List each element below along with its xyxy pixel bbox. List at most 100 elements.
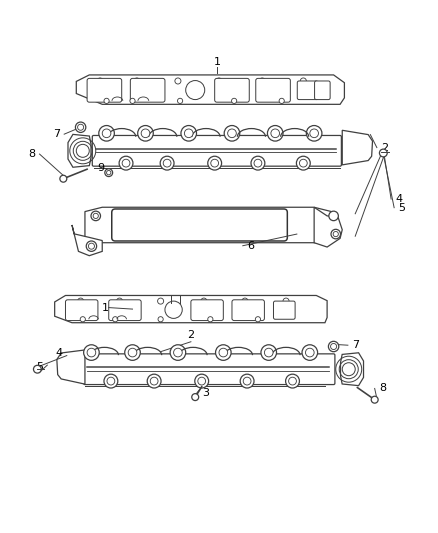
Circle shape bbox=[265, 348, 273, 357]
FancyBboxPatch shape bbox=[314, 81, 330, 100]
Circle shape bbox=[208, 317, 213, 322]
Circle shape bbox=[87, 348, 96, 357]
Circle shape bbox=[184, 129, 193, 138]
Circle shape bbox=[107, 377, 115, 385]
Circle shape bbox=[160, 156, 174, 170]
FancyBboxPatch shape bbox=[191, 300, 223, 320]
Circle shape bbox=[305, 348, 314, 357]
Circle shape bbox=[215, 345, 231, 360]
Circle shape bbox=[268, 126, 283, 141]
FancyBboxPatch shape bbox=[297, 81, 318, 100]
Circle shape bbox=[211, 159, 219, 167]
Circle shape bbox=[60, 175, 67, 182]
Circle shape bbox=[80, 317, 85, 322]
Circle shape bbox=[286, 374, 300, 388]
Text: 9: 9 bbox=[97, 163, 104, 173]
FancyBboxPatch shape bbox=[131, 78, 165, 102]
Circle shape bbox=[300, 159, 307, 167]
Circle shape bbox=[78, 298, 84, 304]
Circle shape bbox=[279, 98, 284, 103]
Circle shape bbox=[158, 317, 163, 322]
Circle shape bbox=[198, 377, 205, 385]
Circle shape bbox=[328, 341, 339, 352]
FancyBboxPatch shape bbox=[92, 135, 341, 166]
Circle shape bbox=[113, 317, 118, 322]
Circle shape bbox=[165, 301, 182, 318]
Circle shape bbox=[104, 374, 118, 388]
Circle shape bbox=[302, 345, 318, 360]
Polygon shape bbox=[340, 353, 364, 386]
Circle shape bbox=[93, 213, 99, 219]
Circle shape bbox=[86, 241, 97, 252]
Circle shape bbox=[125, 345, 140, 360]
Circle shape bbox=[134, 78, 140, 84]
Circle shape bbox=[224, 126, 240, 141]
Text: 4: 4 bbox=[396, 194, 403, 204]
Circle shape bbox=[173, 348, 182, 357]
Polygon shape bbox=[76, 75, 344, 104]
Circle shape bbox=[106, 171, 111, 175]
FancyBboxPatch shape bbox=[66, 300, 98, 320]
FancyBboxPatch shape bbox=[256, 78, 290, 102]
Circle shape bbox=[331, 343, 337, 350]
Circle shape bbox=[130, 98, 135, 103]
Circle shape bbox=[102, 129, 111, 138]
Circle shape bbox=[91, 211, 100, 221]
Circle shape bbox=[75, 122, 86, 132]
Text: 2: 2 bbox=[187, 330, 194, 340]
Polygon shape bbox=[72, 225, 102, 256]
Circle shape bbox=[283, 298, 289, 304]
FancyBboxPatch shape bbox=[109, 300, 141, 320]
Text: 5: 5 bbox=[399, 203, 406, 213]
Circle shape bbox=[259, 78, 265, 84]
Circle shape bbox=[379, 149, 387, 157]
Polygon shape bbox=[85, 207, 332, 243]
Text: 6: 6 bbox=[247, 241, 254, 251]
Circle shape bbox=[99, 126, 114, 141]
Circle shape bbox=[242, 298, 248, 304]
Circle shape bbox=[255, 317, 261, 322]
Circle shape bbox=[170, 345, 186, 360]
Circle shape bbox=[232, 98, 237, 103]
Polygon shape bbox=[57, 350, 85, 384]
Text: 2: 2 bbox=[381, 143, 389, 152]
FancyBboxPatch shape bbox=[232, 300, 265, 320]
Circle shape bbox=[195, 374, 208, 388]
Circle shape bbox=[271, 129, 279, 138]
Text: 8: 8 bbox=[379, 383, 386, 393]
Circle shape bbox=[306, 126, 322, 141]
Circle shape bbox=[310, 129, 318, 138]
Circle shape bbox=[117, 298, 123, 304]
Text: 7: 7 bbox=[352, 340, 359, 350]
Circle shape bbox=[254, 159, 262, 167]
FancyBboxPatch shape bbox=[84, 354, 335, 384]
Text: 1: 1 bbox=[102, 303, 109, 312]
Text: 3: 3 bbox=[202, 388, 208, 398]
Circle shape bbox=[163, 159, 171, 167]
Circle shape bbox=[88, 243, 95, 249]
Circle shape bbox=[84, 345, 99, 360]
Polygon shape bbox=[314, 207, 342, 247]
Circle shape bbox=[97, 78, 103, 84]
Circle shape bbox=[147, 374, 161, 388]
Circle shape bbox=[371, 396, 378, 403]
Circle shape bbox=[78, 124, 84, 130]
Text: 5: 5 bbox=[36, 362, 43, 372]
Circle shape bbox=[105, 169, 113, 176]
Circle shape bbox=[243, 377, 251, 385]
Text: 8: 8 bbox=[28, 149, 35, 159]
Circle shape bbox=[119, 156, 133, 170]
Circle shape bbox=[208, 156, 222, 170]
Circle shape bbox=[192, 394, 199, 401]
Circle shape bbox=[300, 78, 306, 84]
Circle shape bbox=[175, 78, 181, 84]
Circle shape bbox=[128, 348, 137, 357]
Circle shape bbox=[201, 298, 207, 304]
Circle shape bbox=[216, 78, 222, 84]
Circle shape bbox=[333, 231, 338, 237]
Circle shape bbox=[104, 98, 109, 103]
Circle shape bbox=[240, 374, 254, 388]
Circle shape bbox=[33, 365, 41, 373]
Circle shape bbox=[186, 80, 205, 100]
Text: 1: 1 bbox=[213, 56, 220, 67]
